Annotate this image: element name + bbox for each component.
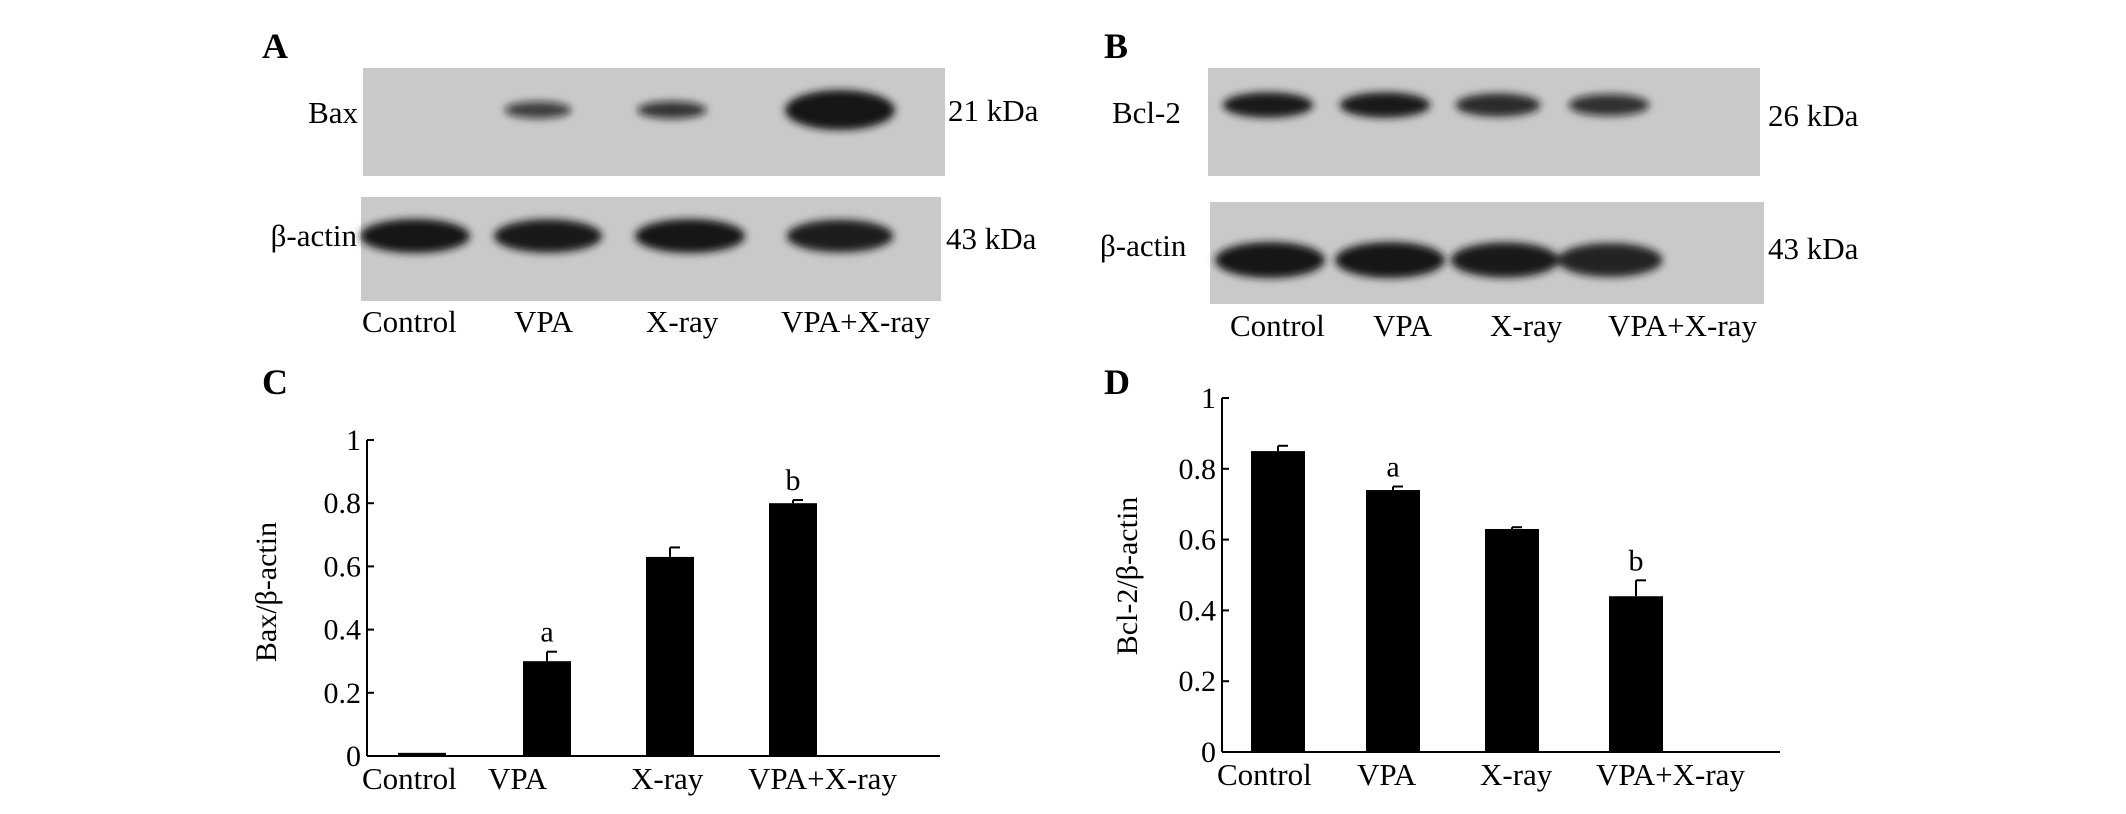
- blot-b-bcl2: Bcl-2 26 kDa: [1112, 68, 1859, 176]
- blot-b-actin-bands: [1215, 242, 1663, 278]
- panel-b-western-blot: B Bcl-2 26 kDa β-actin 43 kDa Control VP…: [1100, 26, 1859, 343]
- blot-a-lane-xray: X-ray: [646, 304, 719, 339]
- chart-d-y-tick-label: 0: [1201, 736, 1216, 769]
- band-b-0-xray: [1455, 93, 1541, 117]
- chart-d-x-tick-label-xray: X-ray: [1480, 757, 1553, 792]
- chart-d-y-tick-label: 1: [1201, 382, 1216, 415]
- chart-d-y-tick-label: 0.2: [1179, 665, 1217, 698]
- panel-c-bar-chart: C Bax/β-actin 0 0.2 0.4 0.6 0.8 1 Control a VPA X…: [250, 362, 940, 796]
- chart-c-x-tick-label-control: Control: [362, 761, 457, 796]
- band-a-1-vpa-xray: [786, 219, 894, 253]
- chart-c-bar-vpa: [523, 661, 571, 756]
- band-a-0-vpa-xray: [785, 90, 895, 130]
- blot-a-bax-protein-label: Bax: [308, 95, 358, 130]
- blot-a-actin: β-actin 43 kDa: [271, 197, 1037, 301]
- chart-c-x-tick-label-vpa: VPA: [488, 761, 548, 796]
- blot-b-lane-xray: X-ray: [1490, 308, 1563, 343]
- band-b-1-vpa: [1335, 242, 1445, 278]
- panel-a-western-blot: A Bax 21 kDa β-actin 43 kDa Control VPA …: [262, 26, 1039, 339]
- blot-a-bax-bands: [504, 90, 895, 130]
- blot-b-lane-vpa: VPA: [1373, 308, 1433, 343]
- chart-d-x-tick-label-vpa: VPA: [1357, 757, 1417, 792]
- blot-a-bax: Bax 21 kDa: [308, 68, 1039, 176]
- panel-letter-b: B: [1104, 26, 1128, 66]
- blot-b-lane-vpa-xray: VPA+X-ray: [1608, 308, 1757, 343]
- band-b-1-vpa-xray: [1557, 243, 1663, 277]
- chart-d-bar-control: [1251, 451, 1305, 752]
- blot-b-bcl2-membrane: [1208, 68, 1760, 176]
- blot-b-bcl2-size-label: 26 kDa: [1768, 98, 1859, 133]
- chart-c-y-tick-label: 0.6: [324, 550, 362, 583]
- chart-d-bar-vpa-xray: [1609, 596, 1663, 752]
- panel-letter-d: D: [1104, 362, 1130, 402]
- blot-a-actin-size-label: 43 kDa: [946, 221, 1037, 256]
- chart-c-y-tick-label: 0: [346, 740, 361, 773]
- chart-c-y-axis-title: Bax/β-actin: [250, 522, 283, 662]
- chart-d-y-tick-label: 0.6: [1179, 524, 1217, 557]
- blot-a-lane-control: Control: [362, 304, 457, 339]
- band-a-0-vpa: [504, 101, 572, 119]
- chart-d-significance-label-vpa-xray: b: [1629, 544, 1644, 577]
- band-a-0-xray: [637, 101, 707, 119]
- chart-c-bar-control: [398, 752, 446, 756]
- band-b-0-vpa-xray: [1568, 94, 1650, 116]
- chart-c-x-tick-label-vpa-xray: VPA+X-ray: [748, 761, 897, 796]
- blot-b-lane-labels: Control VPA X-ray VPA+X-ray: [1230, 308, 1757, 343]
- chart-d-bar-xray: [1485, 528, 1539, 752]
- chart-d-x-tick-label-vpa-xray: VPA+X-ray: [1596, 757, 1745, 792]
- panel-letter-a: A: [262, 26, 288, 66]
- chart-c-y-tick-label: 0.2: [324, 677, 362, 710]
- chart-d-x-tick-label-control: Control: [1217, 757, 1312, 792]
- chart-c-bar-xray: [646, 556, 694, 756]
- chart-c-y-tick-label: 0.4: [324, 614, 362, 647]
- band-a-1-control: [360, 219, 470, 253]
- blot-a-lane-labels: Control VPA X-ray VPA+X-ray: [362, 304, 930, 339]
- chart-c-significance-label-vpa: a: [540, 616, 553, 649]
- blot-a-bax-size-label: 21 kDa: [948, 93, 1039, 128]
- chart-c-y-tick-label: 0.8: [324, 487, 362, 520]
- chart-d-y-axis-title: Bcl-2/β-actin: [1111, 497, 1144, 656]
- chart-c-y-tick-label: 1: [346, 424, 361, 457]
- chart-c-bar-vpa-xray: [769, 503, 817, 756]
- chart-d-significance-label-vpa: a: [1386, 451, 1399, 484]
- band-b-1-xray: [1450, 242, 1560, 278]
- blot-a-lane-vpa-xray: VPA+X-ray: [781, 304, 930, 339]
- blot-a-lane-vpa: VPA: [514, 304, 574, 339]
- band-b-1-control: [1215, 242, 1325, 278]
- blot-b-actin-protein-label: β-actin: [1100, 228, 1187, 263]
- blot-a-actin-protein-label: β-actin: [271, 218, 358, 253]
- band-a-1-xray: [635, 219, 745, 253]
- band-b-0-vpa: [1339, 92, 1431, 118]
- blot-b-bcl2-protein-label: Bcl-2: [1112, 95, 1181, 130]
- blot-b-actin-size-label: 43 kDa: [1768, 231, 1859, 266]
- chart-d-bar-vpa: [1366, 490, 1420, 752]
- panel-d-bar-chart: D Bcl-2/β-actin 0 0.2 0.4 0.6 0.8 1 Control a VP…: [1104, 362, 1780, 792]
- chart-d-y-tick-label: 0.4: [1179, 594, 1217, 627]
- chart-c-x-tick-label-xray: X-ray: [631, 761, 704, 796]
- panel-letter-c: C: [262, 362, 288, 402]
- chart-d-y-tick-label: 0.8: [1179, 453, 1217, 486]
- band-b-0-control: [1222, 92, 1314, 118]
- blot-b-lane-control: Control: [1230, 308, 1325, 343]
- blot-b-actin: β-actin 43 kDa: [1100, 202, 1859, 304]
- blot-a-actin-bands: [360, 219, 894, 253]
- chart-c-significance-label-vpa-xray: b: [786, 464, 801, 497]
- blot-b-bcl2-bands: [1222, 92, 1650, 118]
- band-a-1-vpa: [493, 219, 603, 253]
